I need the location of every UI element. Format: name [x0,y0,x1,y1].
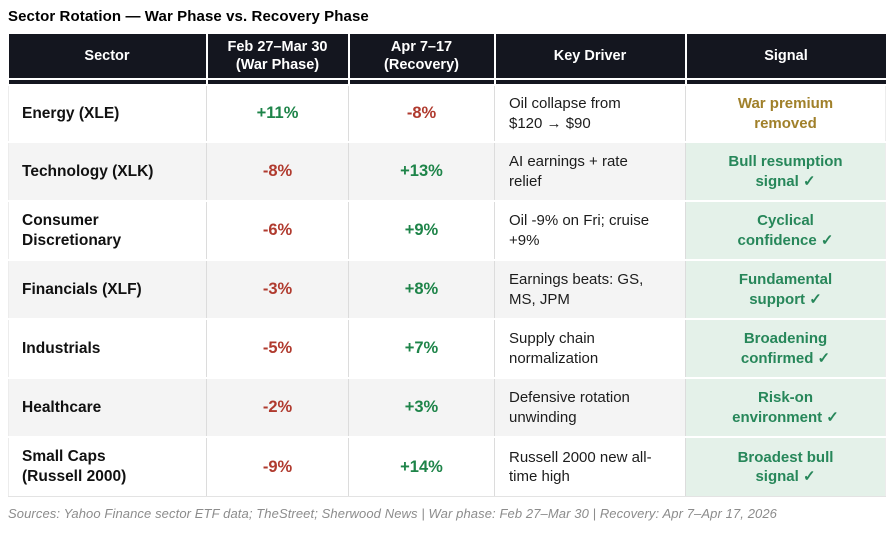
key-driver-cell: AI earnings + rate relief [494,141,686,202]
sector-name: Healthcare [22,398,102,416]
recovery-cell: +14% [348,436,495,497]
recovery-cell: +8% [348,259,495,320]
column-header-war-line1: Feb 27–Mar 30 [227,39,328,55]
recovery-cell: +3% [348,377,495,438]
table-header: Sector Feb 27–Mar 30 (War Phase) Apr 7–1… [8,34,886,86]
signal-text: Bull resumption signal ✓ [728,153,843,190]
key-driver-cell: Earnings beats: GS, MS, JPM [494,259,686,320]
header-underline-segment [205,78,349,86]
signal-text: Broadest bull signal ✓ [737,448,834,486]
header-underline-segment [8,78,207,86]
page-title: Sector Rotation — War Phase vs. Recovery… [8,8,369,25]
war-phase-cell: -2% [206,377,349,438]
sector-cell: Industrials [8,318,207,379]
sector-rotation-table: Sector Feb 27–Mar 30 (War Phase) Apr 7–1… [8,34,886,497]
column-header-war-line2: (War Phase) [235,57,320,74]
recovery-cell: +7% [348,318,495,379]
sector-name: Small Caps (Russell 2000) [22,447,127,485]
column-header-sector: Sector [8,34,207,80]
recovery-cell: -8% [348,84,495,143]
key-driver-text: Defensive rotation unwinding [509,389,630,426]
signal-cell: War premium removed [685,84,886,143]
sector-rotation-figure: Sector Rotation — War Phase vs. Recovery… [8,8,886,521]
key-driver-cell: Supply chain normalization [494,318,686,379]
key-driver-cell: Russell 2000 new all-time high [494,436,686,497]
key-driver-text: Oil collapse from $120 → $90 [509,95,621,132]
key-driver-text: Earnings beats: GS, MS, JPM [509,271,644,308]
war-phase-cell: -9% [206,436,349,497]
column-header-signal-label: Signal [764,48,808,65]
sector-cell: Small Caps (Russell 2000) [8,436,207,497]
header-underline-segment [684,78,886,86]
signal-text: Risk-on environment ✓ [732,389,839,426]
war-phase-cell: -8% [206,141,349,202]
table-row-energy: Energy (XLE) +11% -8% Oil collapse from … [8,84,886,143]
sector-name: Technology (XLK) [22,162,154,180]
sector-cell: Energy (XLE) [8,84,207,143]
table-body: Energy (XLE) +11% -8% Oil collapse from … [8,84,886,497]
signal-cell: Cyclical confidence ✓ [685,200,886,261]
key-driver-text: Supply chain normalization [509,330,599,367]
sector-cell: Financials (XLF) [8,259,207,320]
header-underline-segment [493,78,686,86]
signal-text: Cyclical confidence ✓ [737,212,834,249]
source-footnote: Sources: Yahoo Finance sector ETF data; … [8,505,778,521]
signal-cell: Risk-on environment ✓ [685,377,886,438]
signal-text: Broadening confirmed ✓ [740,330,831,367]
signal-text: Fundamental support ✓ [738,271,833,308]
column-header-sector-label: Sector [84,48,130,65]
key-driver-cell: Oil collapse from $120 → $90 [494,84,686,143]
column-header-war-phase: Feb 27–Mar 30 (War Phase) [205,34,349,80]
table-row-industrials: Industrials -5% +7% Supply chain normali… [8,318,886,379]
column-header-recovery-line1: Apr 7–17 [390,39,453,55]
sector-name: Industrials [22,339,101,357]
key-driver-cell: Oil -9% on Fri; cruise +9% [494,200,686,261]
column-header-key-driver-label: Key Driver [553,48,627,65]
sector-cell: Healthcare [8,377,207,438]
key-driver-cell: Defensive rotation unwinding [494,377,686,438]
war-phase-cell: -5% [206,318,349,379]
war-phase-cell: -6% [206,200,349,261]
signal-cell: Fundamental support ✓ [685,259,886,320]
war-phase-cell: -3% [206,259,349,320]
table-row-healthcare: Healthcare -2% +3% Defensive rotation un… [8,377,886,438]
key-driver-text: AI earnings + rate relief [509,153,628,190]
table-row-consumer-discretionary: Consumer Discretionary -6% +9% Oil -9% o… [8,200,886,261]
header-underline-segment [347,78,495,86]
war-phase-cell: +11% [206,84,349,143]
sector-name: Energy (XLE) [22,104,120,122]
signal-cell: Broadest bull signal ✓ [685,436,886,497]
table-row-technology: Technology (XLK) -8% +13% AI earnings + … [8,141,886,202]
key-driver-text: Oil -9% on Fri; cruise +9% [509,212,650,249]
column-header-recovery: Apr 7–17 (Recovery) [347,34,495,80]
sector-name: Consumer Discretionary [22,211,122,249]
sector-name: Financials (XLF) [22,280,142,298]
key-driver-text: Russell 2000 new all-time high [509,448,652,486]
column-header-signal: Signal [684,34,886,80]
table-header-row: Sector Feb 27–Mar 30 (War Phase) Apr 7–1… [8,34,886,80]
table-row-small-caps: Small Caps (Russell 2000) -9% +14% Russe… [8,436,886,497]
column-header-recovery-line2: (Recovery) [384,57,459,74]
signal-cell: Broadening confirmed ✓ [685,318,886,379]
sector-cell: Consumer Discretionary [8,200,207,261]
sector-cell: Technology (XLK) [8,141,207,202]
signal-cell: Bull resumption signal ✓ [685,141,886,202]
signal-text: War premium removed [737,95,834,132]
table-row-financials: Financials (XLF) -3% +8% Earnings beats:… [8,259,886,320]
recovery-cell: +9% [348,200,495,261]
column-header-key-driver: Key Driver [493,34,686,80]
header-underline-strip [8,78,886,86]
recovery-cell: +13% [348,141,495,202]
